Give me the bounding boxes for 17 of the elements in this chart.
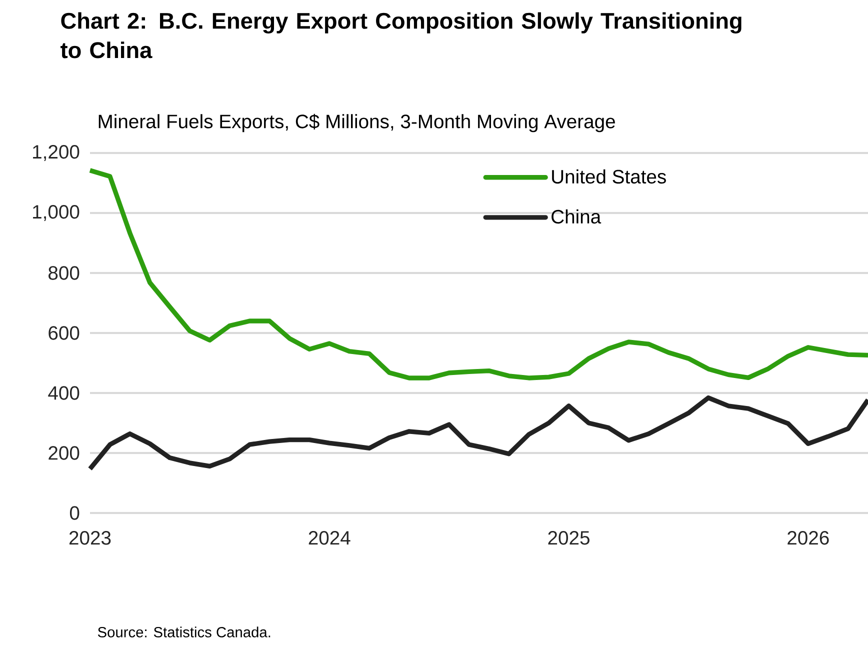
y-tick-label: 800 (48, 266, 80, 280)
y-tick-label: 1,200 (33, 144, 80, 161)
source-note: Source: Statistics Canada. (98, 626, 270, 638)
y-tick-label: 1,000 (33, 204, 80, 221)
chart-subtitle: Mineral Fuels Exports, C$ Millions, 3-Month Moving Average (98, 114, 615, 132)
x-tick-label: 2024 (308, 531, 350, 545)
legend-label: United States (552, 169, 666, 184)
y-tick-label: 0 (70, 506, 80, 520)
x-tick-label: 2026 (788, 531, 829, 545)
y-tick-label: 400 (48, 386, 80, 400)
y-tick-label: 600 (48, 326, 80, 340)
y-tick-label: 200 (48, 446, 80, 460)
chart-title: Chart 2: B.C. Energy Export Composition Slowly Transitioning to China (60, 12, 742, 58)
x-tick-label: 2023 (69, 531, 111, 545)
line-series (88, 395, 868, 472)
x-tick-label: 2025 (548, 531, 590, 545)
legend-label: China (552, 209, 602, 224)
